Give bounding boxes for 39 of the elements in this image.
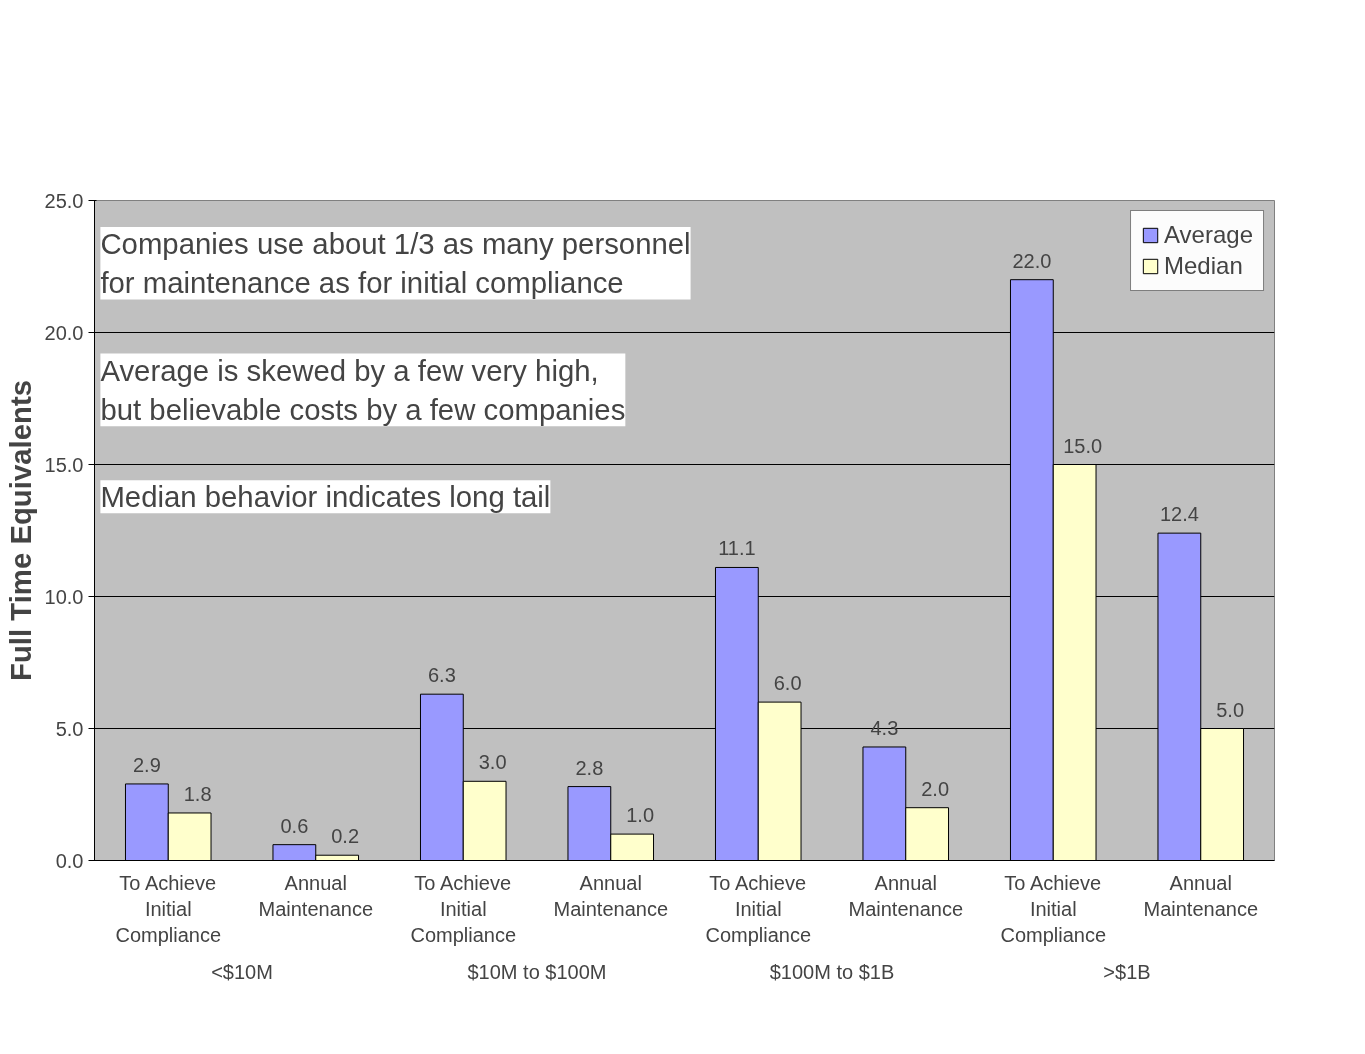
x-tick-label: To Achieve Initial Compliance: [705, 871, 812, 947]
legend-label: Median: [1164, 252, 1243, 280]
annotation: Median behavior indicates long tail: [100, 480, 551, 514]
legend-label: Average: [1164, 221, 1253, 249]
data-label: 0.2: [331, 825, 360, 848]
data-label: 2.0: [921, 777, 950, 800]
data-label: 0.6: [280, 814, 309, 837]
text: $10M to $100M: [467, 960, 607, 983]
data-label: 2.9: [132, 753, 161, 776]
x-tick-label: To Achieve Initial Compliance: [410, 871, 517, 947]
data-label: 2.8: [575, 756, 604, 779]
text: $100M to $1B: [769, 960, 895, 983]
data-label: 12.4: [1159, 503, 1199, 526]
x-tick-label: To Achieve Initial Compliance: [115, 871, 222, 947]
data-label: 22.0: [1012, 249, 1052, 272]
data-label: 6.0: [773, 672, 802, 695]
annotation: Average is skewed by a few very high, but believable costs by a few companies: [100, 353, 626, 427]
data-label: 1.0: [626, 804, 655, 827]
text: <$10M: [211, 960, 273, 983]
x-tick-label: To Achieve Initial Compliance: [1000, 871, 1107, 947]
y-tick-label: 15.0: [44, 453, 84, 476]
data-label: 11.1: [718, 537, 756, 560]
y-tick-label: 20.0: [44, 321, 84, 344]
data-label: 6.3: [427, 664, 456, 687]
data-label: 5.0: [1216, 698, 1245, 721]
data-label: 1.8: [183, 782, 212, 805]
x-tick-label: Annual Maintenance: [1143, 871, 1259, 920]
x-tick-label: Annual Maintenance: [553, 871, 669, 920]
y-tick-label: 0.0: [55, 849, 84, 872]
x-tick-label: Annual Maintenance: [848, 871, 964, 920]
y-tick-label: 25.0: [44, 189, 84, 212]
y-tick-label: 5.0: [55, 717, 84, 740]
data-label: 15.0: [1063, 434, 1103, 457]
annotation: Companies use about 1/3 as many personnel for maintenance as for initial compliance: [100, 226, 691, 300]
y-axis-title: Full Time Equivalents: [3, 380, 37, 681]
data-label: 3.0: [478, 751, 507, 774]
x-tick-label: Annual Maintenance: [258, 871, 374, 920]
text: >$1B: [1103, 960, 1151, 983]
y-tick-label: 10.0: [44, 585, 84, 608]
